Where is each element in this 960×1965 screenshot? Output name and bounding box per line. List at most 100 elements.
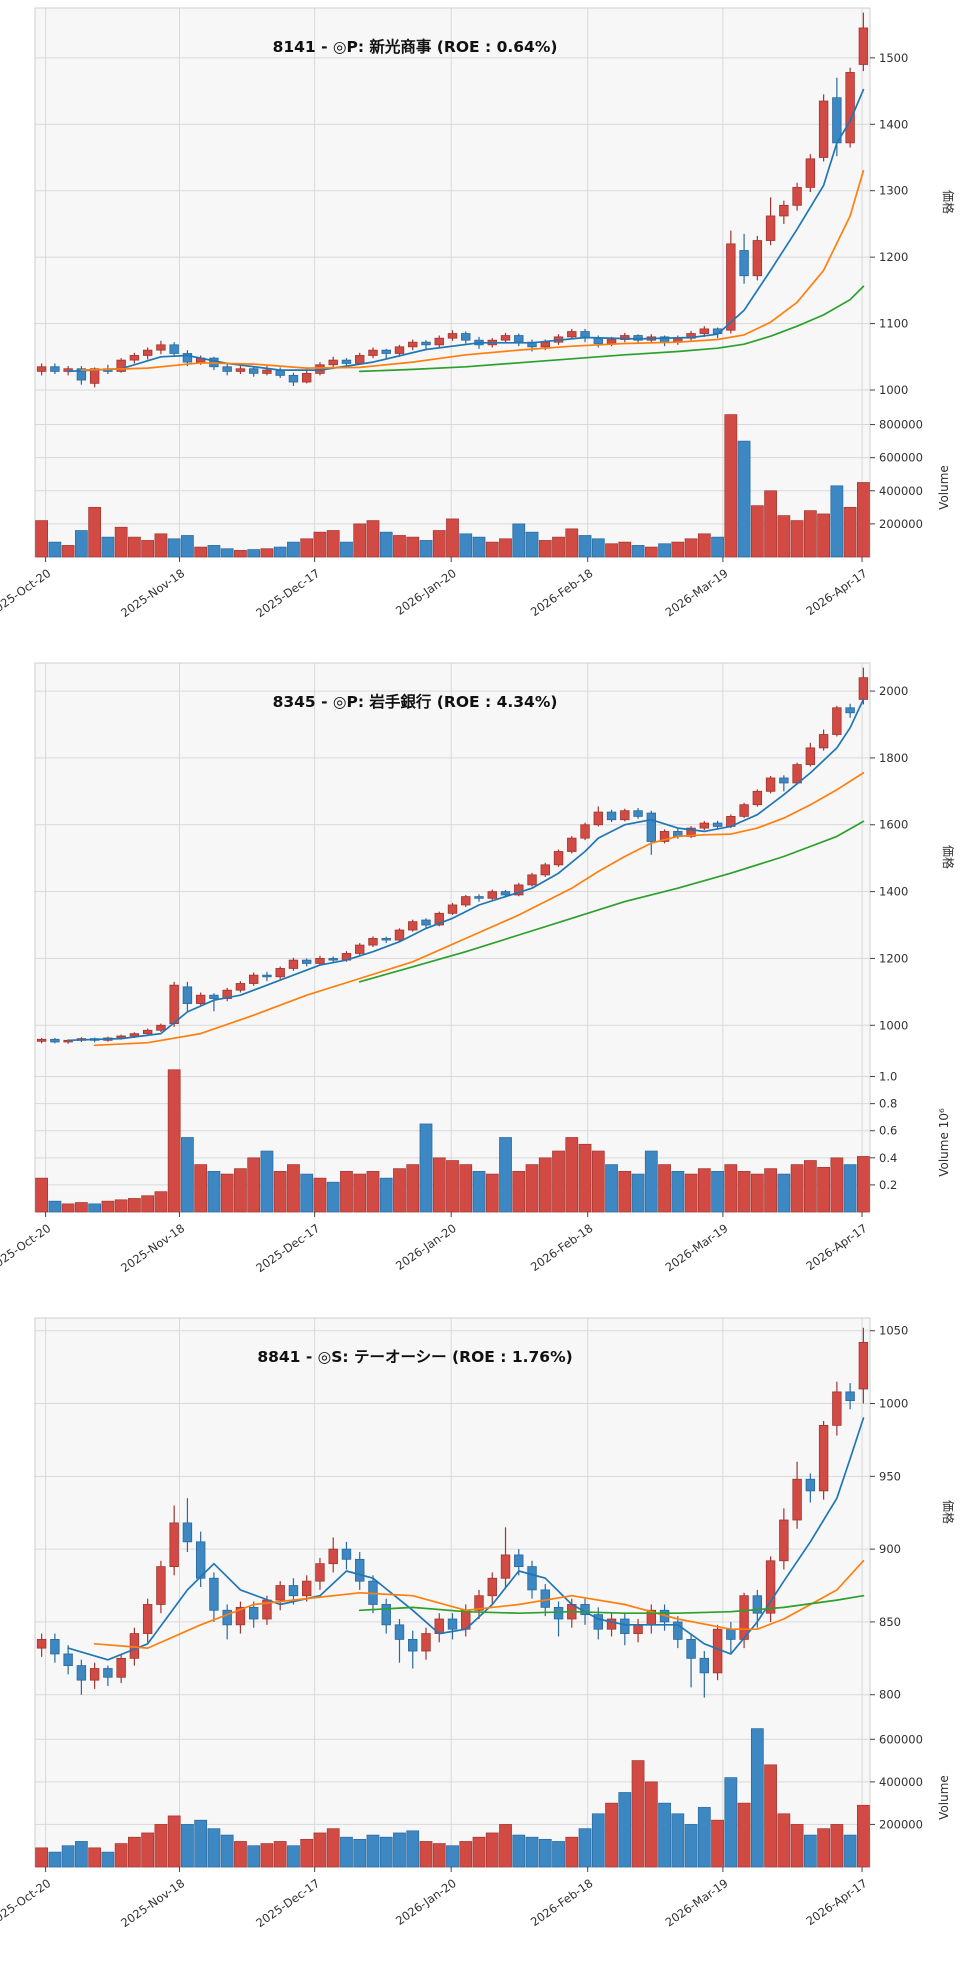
volume-bar — [88, 506, 102, 558]
volume-bar — [512, 1171, 526, 1213]
volume-bar — [432, 530, 446, 558]
volume-bar — [843, 506, 857, 558]
volume-bar — [446, 1845, 459, 1868]
candle-body — [248, 1606, 259, 1620]
volume-bar — [777, 1173, 791, 1213]
candle-body — [461, 333, 471, 341]
ma_mid-line — [93, 1559, 865, 1649]
ma_mid-line — [93, 772, 865, 1047]
volume-tick-label: 600000 — [879, 451, 923, 465]
candle-body — [222, 366, 232, 372]
candle-body — [580, 824, 590, 839]
date-tick-label: 2026-Apr-17 — [803, 1221, 869, 1273]
volume-bar — [525, 531, 539, 558]
volume-bar — [790, 1164, 804, 1213]
chart-canvas-8141: 1000 1100 1200 1300 1400 1500 200000 400000 6000… — [0, 7, 956, 620]
chart-panel-8345: 1000 1200 1400 1600 1800 2000 0.2 0.4 0.6 0.8 1.0 2… — [0, 655, 960, 1310]
candle-body — [275, 968, 285, 978]
price-tick-label: 2000 — [879, 684, 908, 698]
volume-bar — [830, 485, 844, 558]
candle-body — [832, 97, 842, 144]
volume-bar — [300, 1173, 314, 1213]
volume-tick-label: 400000 — [879, 1775, 923, 1789]
volume-bar — [552, 1841, 565, 1868]
candle-body — [36, 1638, 47, 1649]
chart-canvas-8841: 800 850 900 950 1000 1050 200000 400000 600000 20… — [0, 1317, 956, 1930]
volume-bar — [817, 513, 830, 558]
volume-bar — [525, 1836, 539, 1868]
volume-bars-layer — [35, 1069, 870, 1213]
volume-bar — [75, 530, 88, 558]
candle-body — [739, 1595, 749, 1640]
candle-body — [633, 810, 643, 817]
volume-bar — [485, 1832, 499, 1868]
candle-body — [368, 937, 378, 946]
volume-bar — [61, 1203, 75, 1213]
date-tick-label: 2025-Nov-18 — [118, 566, 187, 620]
candle-body — [195, 1541, 206, 1579]
candle-body — [779, 777, 789, 784]
candle-body — [500, 891, 511, 896]
volume-bar — [366, 520, 380, 558]
volume-bar — [194, 1164, 208, 1213]
volume-bar — [552, 1150, 565, 1213]
candle-body — [394, 929, 405, 941]
candle-body — [659, 831, 670, 842]
volume-bar — [644, 1781, 658, 1868]
price-axis-name: 価格 — [941, 190, 956, 214]
volume-bar — [684, 538, 698, 558]
volume-tick-label: 600000 — [879, 1732, 923, 1746]
candle-body — [779, 204, 789, 217]
price-tick-label: 900 — [879, 1542, 901, 1556]
volume-bar — [724, 414, 738, 558]
candle-body — [116, 1657, 126, 1678]
volume-bar — [459, 533, 473, 558]
volume-bar — [446, 1160, 459, 1213]
volume-bar — [843, 1164, 857, 1213]
volume-bar — [220, 1834, 234, 1868]
volume-bar — [737, 1171, 751, 1213]
volume-bar — [737, 440, 751, 558]
volume-bar — [88, 1203, 102, 1213]
candle-body — [845, 1391, 855, 1402]
candle-body — [832, 707, 842, 735]
volume-bar — [697, 533, 711, 558]
candle-body — [620, 1618, 630, 1634]
volume-bar — [525, 1164, 539, 1213]
candle-body — [36, 366, 47, 372]
volume-tick-label: 0.4 — [879, 1151, 897, 1165]
volume-bar — [260, 1843, 274, 1868]
volume-bar — [234, 1841, 247, 1868]
candle-body — [805, 158, 816, 188]
date-tick-label: 2026-Feb-18 — [528, 566, 595, 619]
price-tick-label: 1300 — [879, 184, 908, 198]
candle-body — [156, 344, 166, 351]
volume-bar — [313, 531, 327, 558]
candle-body — [567, 837, 577, 852]
date-tick-label: 2025-Oct-20 — [0, 1876, 53, 1929]
candle-body — [434, 337, 444, 346]
volume-axis-name: Volume — [937, 465, 951, 510]
volume-bar — [88, 1847, 102, 1868]
volume-bars-layer — [35, 414, 870, 558]
volume-bar — [260, 548, 274, 558]
volume-bar — [472, 1836, 486, 1868]
candle-body — [129, 1033, 140, 1037]
volume-bar — [101, 536, 115, 558]
candle-body — [752, 790, 763, 806]
volume-bar — [154, 533, 168, 558]
candle-body — [540, 1589, 550, 1608]
volume-bar — [154, 1191, 168, 1213]
candle-body — [752, 240, 763, 277]
volume-bar — [671, 1813, 685, 1868]
candle-body — [726, 243, 736, 331]
candle-body — [699, 328, 710, 334]
volume-bar — [379, 531, 393, 558]
volume-bar — [194, 546, 208, 558]
volume-bar — [194, 1819, 208, 1868]
candle-body — [620, 810, 630, 821]
candle-body — [500, 1554, 511, 1579]
volume-bar — [446, 518, 459, 558]
volume-bar — [393, 1168, 406, 1213]
volume-bar — [273, 1841, 287, 1868]
